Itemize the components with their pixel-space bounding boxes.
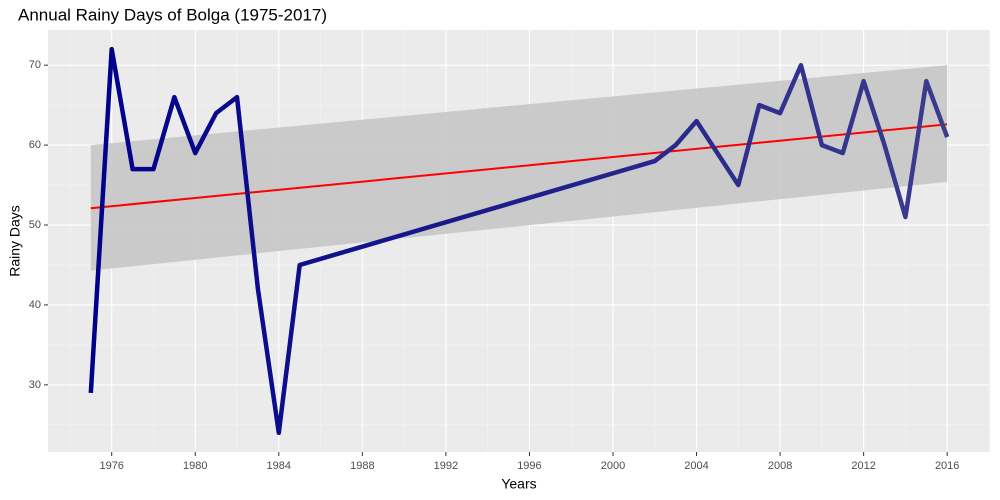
x-axis-label: Years <box>501 476 536 492</box>
x-tick-label: 2008 <box>768 460 792 472</box>
y-tick-label: 70 <box>29 59 41 71</box>
x-tick-label: 2012 <box>851 460 875 472</box>
x-tick-label: 1988 <box>350 460 374 472</box>
y-tick-label: 50 <box>29 219 41 231</box>
trend-line <box>90 123 948 210</box>
x-tick-label: 1976 <box>99 460 123 472</box>
x-tick-label: 1984 <box>267 460 291 472</box>
x-tick-label: 2000 <box>601 460 625 472</box>
y-tick-label: 60 <box>29 139 41 151</box>
x-tick-label: 1996 <box>517 460 541 472</box>
y-tick-label: 40 <box>29 299 41 311</box>
x-tick-label: 1992 <box>434 460 458 472</box>
x-tick-label: 2004 <box>684 460 708 472</box>
confidence-band <box>90 65 948 271</box>
y-tick-label: 30 <box>29 379 41 391</box>
data-line <box>88 46 950 436</box>
x-tick-label: 1980 <box>183 460 207 472</box>
chart-title: Annual Rainy Days of Bolga (1975-2017) <box>18 5 327 24</box>
y-axis-label: Rainy Days <box>7 205 23 277</box>
x-tick-label: 2016 <box>935 460 959 472</box>
